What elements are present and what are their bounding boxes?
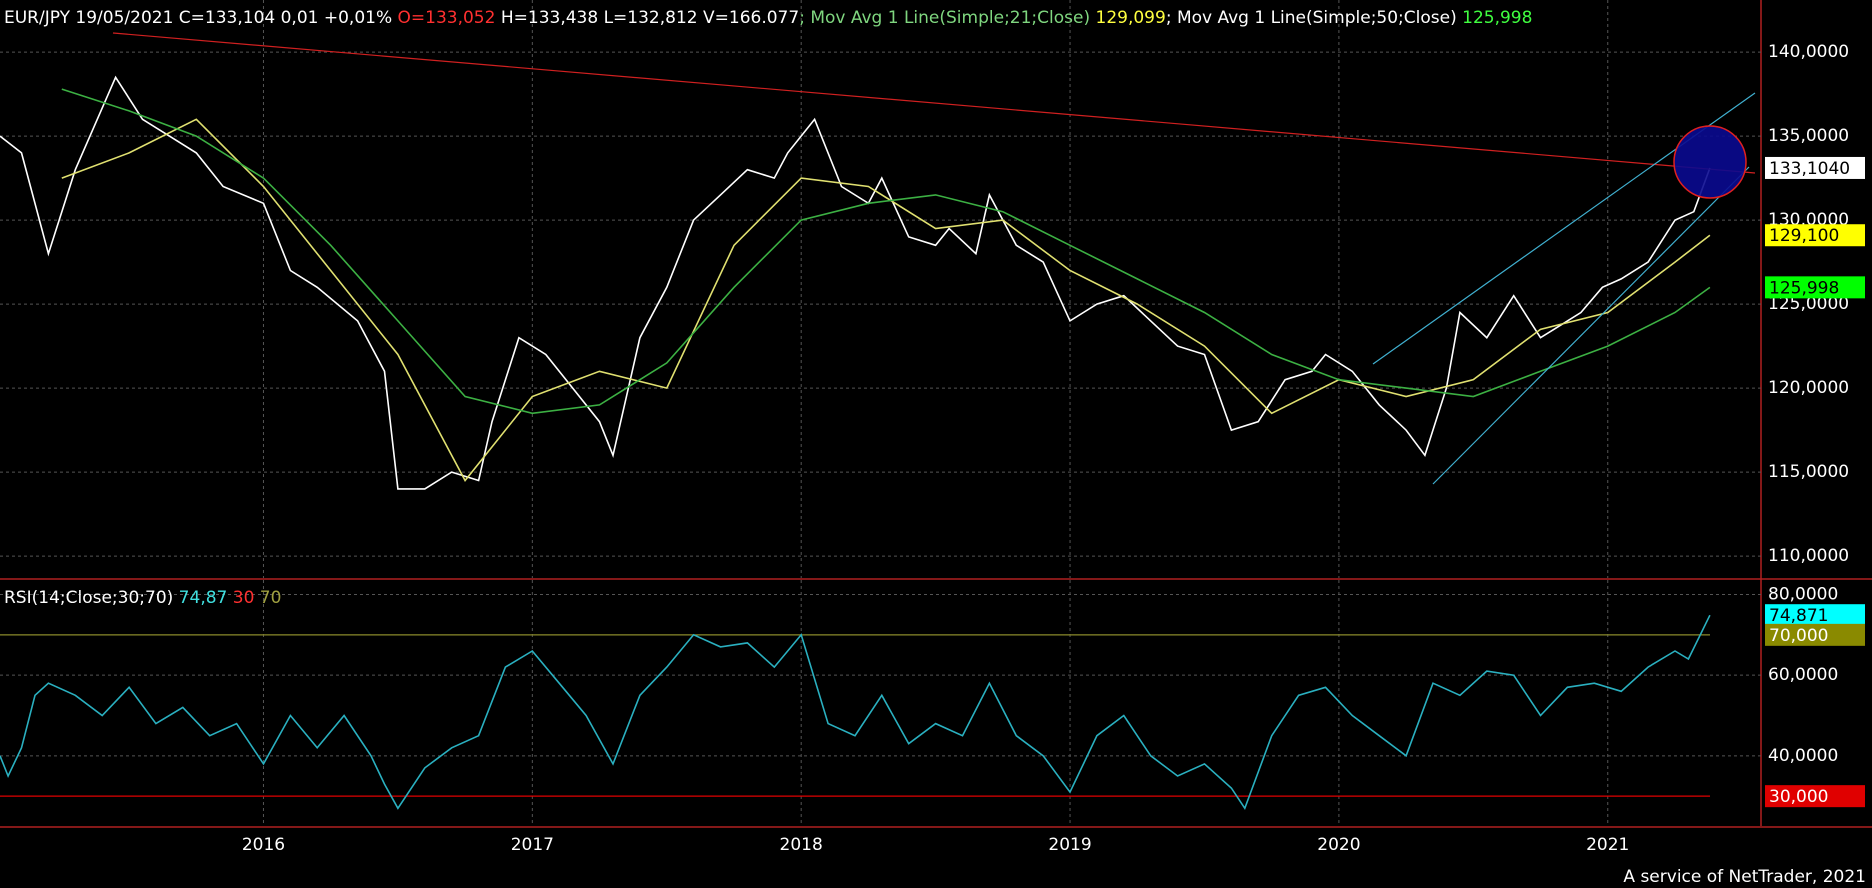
x-tick-label: 2019 [1048, 835, 1091, 855]
title-part: O=133,052 [398, 8, 496, 28]
value-badge [1765, 224, 1865, 247]
title-part: 74,87 [173, 588, 227, 608]
value-badge [1765, 276, 1865, 299]
title-part: 70 [254, 588, 281, 608]
x-tick-label: 2020 [1317, 835, 1360, 855]
title-part: EUR/JPY 19/05/2021 C=133,104 0,01 +0,01% [4, 8, 398, 28]
value-badge-label: 125,998 [1769, 278, 1839, 298]
title-part: 129,099 [1090, 8, 1166, 28]
value-badge-label: 70,000 [1769, 626, 1828, 646]
y-tick-label: 80,0000 [1768, 585, 1838, 605]
title-part: H=133,438 L=132,812 V=166.077 [495, 8, 799, 28]
value-badge-label: 30,000 [1769, 787, 1828, 807]
y-tick-label: 40,0000 [1768, 746, 1838, 766]
x-tick-label: 2018 [780, 835, 823, 855]
value-badge [1765, 623, 1865, 646]
value-badge [1765, 604, 1865, 627]
highlight-circle [1673, 125, 1747, 199]
x-tick-label: 2016 [242, 835, 285, 855]
series-line [0, 614, 1711, 811]
channel-line [1432, 166, 1750, 485]
title-part: RSI(14;Close;30;70) [4, 588, 173, 608]
panel-title: EUR/JPY 19/05/2021 C=133,104 0,01 +0,01%… [4, 8, 1532, 28]
value-badge-label: 129,100 [1769, 226, 1839, 246]
y-tick-label: 135,0000 [1768, 126, 1849, 146]
footer: A service of NetTrader, 2021 [1623, 867, 1866, 887]
series-line [61, 118, 1711, 482]
title-part: 125,998 [1457, 8, 1533, 28]
title-part: ; Mov Avg 1 Line(Simple;50;Close) [1166, 8, 1457, 28]
y-tick-label: 120,0000 [1768, 378, 1849, 398]
panel-title: RSI(14;Close;30;70) 74,87 30 70 [4, 588, 281, 608]
y-tick-label: 140,0000 [1768, 42, 1849, 62]
y-tick-label: 115,0000 [1768, 462, 1849, 482]
title-part: ; Mov Avg 1 Line(Simple;21;Close) [799, 8, 1090, 28]
series-line [0, 75, 1711, 490]
title-part: 30 [227, 588, 254, 608]
y-tick-label: 60,0000 [1768, 665, 1838, 685]
series-line [61, 88, 1711, 415]
value-badge [1765, 156, 1865, 179]
value-badge-label: 74,871 [1769, 606, 1828, 626]
x-tick-label: 2021 [1586, 835, 1629, 855]
value-badge-label: 133,1040 [1769, 159, 1850, 179]
y-tick-label: 125,0000 [1768, 294, 1849, 314]
value-badge [1765, 785, 1865, 808]
x-tick-label: 2017 [511, 835, 554, 855]
trend-line [112, 32, 1756, 174]
y-tick-label: 110,0000 [1768, 546, 1849, 566]
